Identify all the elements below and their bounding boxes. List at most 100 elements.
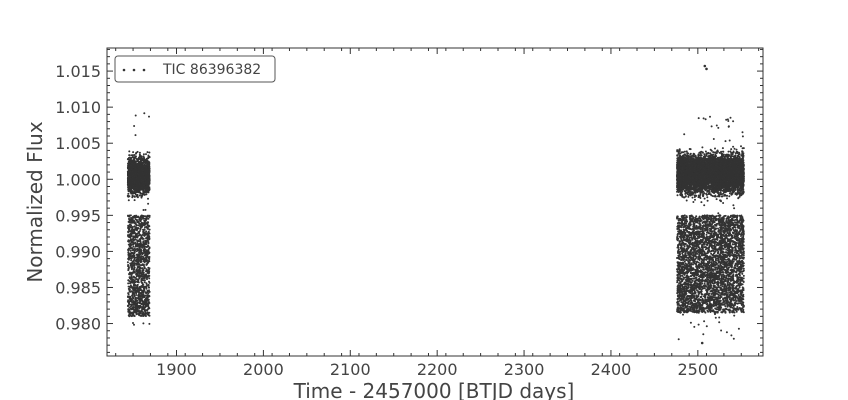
- data-point: [129, 177, 132, 180]
- data-point: [137, 294, 140, 296]
- data-point: [131, 261, 134, 264]
- data-point: [135, 191, 138, 194]
- data-point: [134, 245, 137, 248]
- data-point: [142, 277, 145, 280]
- data-point: [129, 161, 132, 164]
- data-point: [145, 283, 148, 285]
- data-point: [141, 171, 144, 174]
- data-point: [133, 251, 136, 254]
- data-point: [141, 215, 144, 218]
- data-point: [135, 303, 138, 306]
- data-point: [130, 191, 133, 194]
- data-point: [131, 179, 134, 182]
- data-point: [128, 217, 130, 220]
- data-point: [147, 177, 150, 179]
- data-point: [134, 184, 136, 187]
- data-point: [140, 155, 143, 158]
- data-point: [147, 302, 150, 305]
- data-point: [145, 175, 147, 178]
- data-point: [129, 185, 132, 188]
- data-point: [134, 178, 137, 181]
- data-point: [136, 159, 139, 162]
- data-point: [147, 202, 150, 205]
- data-point: [136, 242, 139, 245]
- data-point: [132, 151, 135, 154]
- data-point: [148, 170, 151, 173]
- data-point: [135, 233, 138, 236]
- data-point: [130, 221, 133, 224]
- data-point: [144, 219, 147, 222]
- data-point: [128, 266, 130, 269]
- data-point: [127, 195, 130, 198]
- data-point: [140, 250, 143, 253]
- data-point: [129, 223, 132, 226]
- data-point: [136, 274, 139, 277]
- data-point: [133, 125, 136, 127]
- data-point: [138, 217, 141, 219]
- data-point: [142, 164, 145, 167]
- data-point: [148, 322, 151, 325]
- data-point: [133, 249, 136, 252]
- data-point: [139, 261, 142, 264]
- data-point: [129, 281, 132, 284]
- data-point: [132, 173, 135, 176]
- data-point: [127, 199, 130, 202]
- data-point: [147, 215, 150, 218]
- data-point: [133, 295, 136, 298]
- data-point: [131, 154, 134, 157]
- data-point: [139, 157, 142, 160]
- data-point: [131, 303, 134, 306]
- data-point: [133, 216, 136, 219]
- data-point: [128, 154, 131, 157]
- data-point: [135, 250, 138, 253]
- data-point: [129, 249, 132, 252]
- data-point: [140, 277, 143, 280]
- data-point: [144, 311, 147, 314]
- data-point: [139, 242, 142, 245]
- data-point: [140, 255, 143, 258]
- data-point: [145, 305, 148, 308]
- data-point: [142, 258, 145, 260]
- data-point: [129, 284, 132, 287]
- data-point: [145, 185, 148, 188]
- data-point: [134, 241, 137, 244]
- data-point: [133, 229, 136, 232]
- data-point: [143, 186, 146, 189]
- data-point: [138, 246, 141, 248]
- data-point: [140, 302, 143, 305]
- data-point: [133, 225, 136, 228]
- data-point: [128, 309, 131, 312]
- data-point: [725, 331, 728, 334]
- data-point: [136, 300, 138, 303]
- data-point: [676, 261, 679, 264]
- data-point: [143, 159, 146, 161]
- data-point: [717, 227, 719, 230]
- data-point: [143, 313, 146, 316]
- data-point: [129, 299, 132, 301]
- data-point: [135, 151, 138, 154]
- data-point: [137, 258, 140, 261]
- data-point: [142, 178, 145, 181]
- data-point: [126, 158, 129, 161]
- data-point: [714, 316, 717, 319]
- data-point: [137, 165, 140, 168]
- data-point: [140, 234, 143, 237]
- data-point: [142, 230, 145, 233]
- data-point: [129, 188, 132, 190]
- data-point: [146, 296, 148, 298]
- data-point: [147, 156, 150, 159]
- data-point: [129, 290, 132, 293]
- data-point: [141, 167, 144, 170]
- data-point: [133, 195, 136, 198]
- data-point: [128, 306, 131, 309]
- data-point: [147, 181, 150, 184]
- data-point: [135, 175, 138, 178]
- data-point: [138, 155, 141, 158]
- data-point: [129, 276, 132, 279]
- data-point: [742, 274, 745, 277]
- data-point: [136, 235, 139, 237]
- data-point: [702, 333, 705, 336]
- data-point: [142, 272, 145, 275]
- data-point: [721, 147, 724, 150]
